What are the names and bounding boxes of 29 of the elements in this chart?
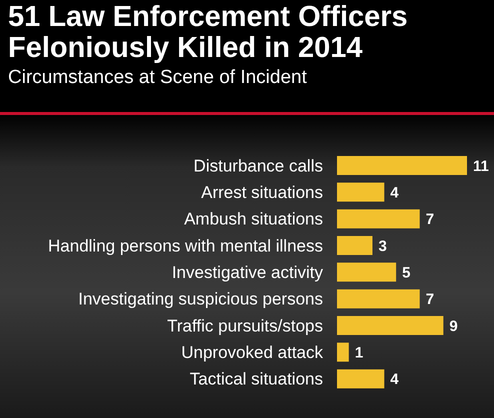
- y-tick-label: Arrest situations: [201, 183, 323, 202]
- y-tick-label: Handling persons with mental illness: [48, 236, 323, 256]
- data-label: 7: [426, 211, 434, 228]
- data-label: 1: [354, 344, 364, 362]
- data-label: 7: [426, 291, 434, 308]
- bar: [337, 342, 349, 362]
- bar: [337, 289, 420, 308]
- data-label: 5: [402, 264, 410, 282]
- data-label: 9: [449, 318, 458, 335]
- data-label: 11: [473, 158, 489, 175]
- text: Circumstances at Scene of Incident: [8, 67, 307, 89]
- bar: [337, 209, 420, 228]
- y-tick-label: Investigating suspicious persons: [78, 290, 323, 309]
- bar: [337, 262, 396, 282]
- y-tick-label: Investigative activity: [172, 263, 324, 282]
- bar: [337, 182, 384, 202]
- chart-title: 51 Law Enforcement Officers Feloniously Killed in 2014: [8, 1, 409, 64]
- bar: [337, 369, 384, 388]
- bar: [337, 156, 467, 175]
- y-tick-label: Unprovoked attack: [181, 343, 324, 362]
- y-tick-label: Tactical situations: [190, 370, 323, 389]
- y-tick-label: Traffic pursuits/stops: [167, 316, 323, 336]
- bar: [337, 236, 372, 255]
- bar: [337, 316, 444, 335]
- data-label: 4: [390, 184, 400, 202]
- data-label: 4: [390, 371, 400, 388]
- data-label: 3: [378, 238, 387, 255]
- y-tick-label: Ambush situations: [184, 210, 323, 229]
- y-tick-label: Disturbance calls: [194, 156, 323, 176]
